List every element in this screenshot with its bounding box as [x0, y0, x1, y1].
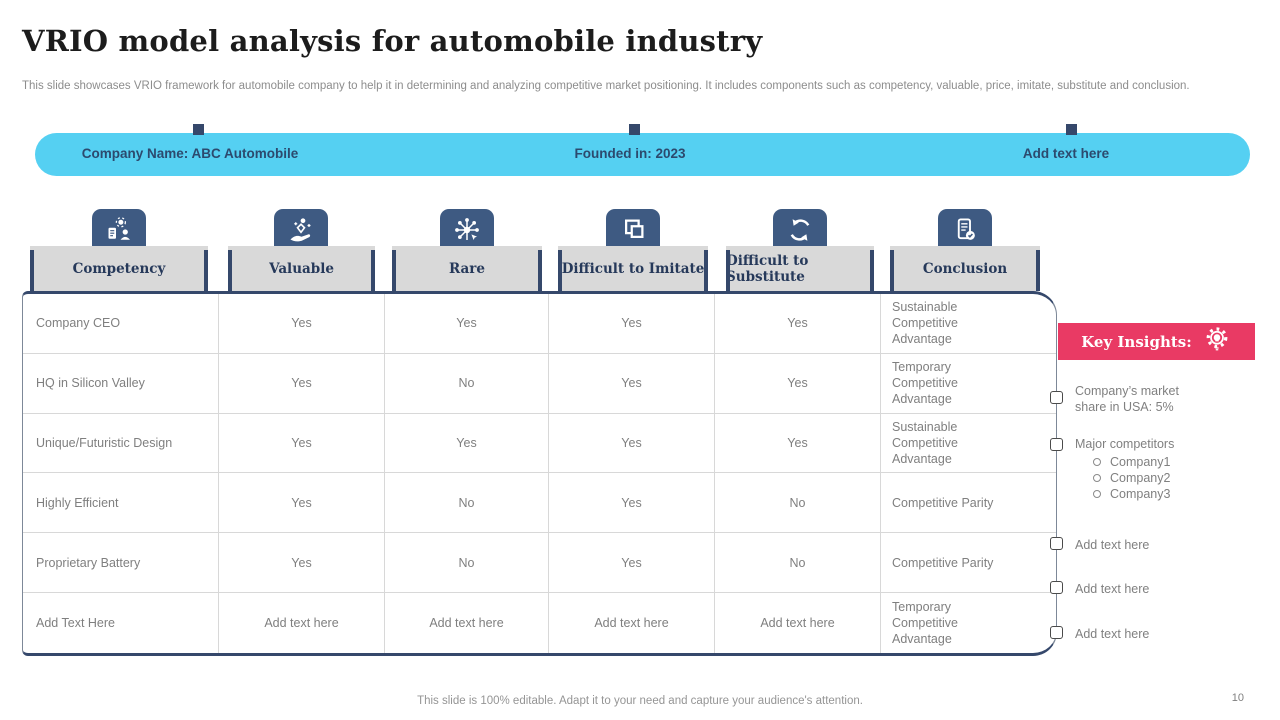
cycle-arrows-icon — [785, 215, 815, 250]
competitor-list-item: Company3 — [1093, 486, 1170, 502]
table-cell: Unique/Futuristic Design — [23, 413, 219, 474]
network-nodes-icon — [452, 215, 482, 250]
connector-handle — [1050, 438, 1063, 451]
bulb-gear-icon — [1202, 324, 1232, 359]
table-cell: Yes — [715, 353, 881, 414]
table-cell-placeholder[interactable]: Add Text Here — [23, 593, 219, 653]
table-cell-placeholder[interactable]: Add text here — [385, 593, 549, 653]
key-insights-title: Key Insights: — [1081, 332, 1192, 351]
column-header-conclusion: Conclusion — [890, 246, 1040, 291]
table-cell: No — [715, 533, 881, 594]
table-cell: Highly Efficient — [23, 473, 219, 534]
table-cell: Sustainable Competitive Advantage — [881, 414, 1056, 474]
table-cell: No — [715, 473, 881, 534]
header-label: Difficult to Substitute — [726, 252, 809, 285]
competitor-name: Company2 — [1110, 471, 1171, 485]
table-cell: Yes — [549, 533, 715, 594]
competitor-list: Company1 Company2 Company3 — [1093, 454, 1170, 502]
competitor-list-item: Company1 — [1093, 454, 1170, 470]
connector-handle — [1050, 581, 1063, 594]
connector-handle — [1050, 391, 1063, 404]
table-cell: Competitive Parity — [881, 533, 1056, 594]
circle-bullet-icon — [1093, 490, 1101, 498]
table-cell: Temporary Competitive Advantage — [881, 354, 1056, 414]
person-gear-icon — [104, 215, 134, 250]
competitor-name: Company1 — [1110, 455, 1171, 469]
company-name-label: Company Name: ABC Automobile — [81, 146, 299, 161]
table-cell-placeholder[interactable]: Add text here — [549, 593, 715, 653]
table-cell-placeholder[interactable]: Add text here — [715, 593, 881, 653]
header-label: Conclusion — [922, 260, 1008, 277]
table-cell: No — [385, 353, 549, 414]
key-insights-banner: Key Insights: — [1058, 323, 1255, 360]
column-header-difficult-to-imitate: Difficult to Imitate — [558, 246, 708, 291]
table-cell: Yes — [549, 294, 715, 354]
circle-bullet-icon — [1093, 474, 1101, 482]
table-cell: Company CEO — [23, 294, 219, 354]
table-cell: Yes — [385, 413, 549, 474]
insight-market-share: Company’s market share in USA: 5% — [1075, 384, 1179, 414]
insight-major-competitors: Major competitors — [1075, 437, 1175, 451]
table-cell: Yes — [549, 353, 715, 414]
table-cell: Yes — [549, 413, 715, 474]
header-label: Rare — [449, 260, 485, 277]
table-cell: Yes — [715, 413, 881, 474]
column-header-difficult-to-substitute: Difficult to Substitute — [726, 246, 874, 291]
circle-bullet-icon — [1093, 458, 1101, 466]
insight-add-text-placeholder[interactable]: Add text here — [1075, 538, 1150, 552]
editable-note: This slide is 100% editable. Adapt it to… — [417, 695, 863, 707]
insight-add-text-placeholder[interactable]: Add text here — [1075, 582, 1150, 596]
banner-marker — [1066, 124, 1077, 135]
founded-in-label: Founded in: 2023 — [574, 146, 686, 161]
slide-description: This slide showcases VRIO framework for … — [22, 80, 1190, 92]
insight-add-text-placeholder[interactable]: Add text here — [1075, 627, 1150, 641]
company-banner — [35, 133, 1250, 176]
connector-handle — [1050, 537, 1063, 550]
header-label: Valuable — [269, 260, 334, 277]
table-cell: Yes — [219, 294, 385, 354]
checklist-icon — [950, 215, 980, 250]
vrio-table: Company CEO Yes Yes Yes Yes Sustainable … — [22, 291, 1057, 656]
competitor-list-item: Company2 — [1093, 470, 1170, 486]
page-title: VRIO model analysis for automobile indus… — [22, 24, 763, 58]
table-cell: Temporary Competitive Advantage — [892, 600, 958, 647]
banner-marker — [629, 124, 640, 135]
table-cell: Proprietary Battery — [23, 533, 219, 594]
table-cell: Yes — [385, 294, 549, 354]
column-header-valuable: Valuable — [228, 246, 375, 291]
table-cell: Yes — [549, 473, 715, 534]
page-number: 10 — [1231, 692, 1244, 704]
copy-squares-icon — [618, 215, 648, 250]
table-cell-placeholder[interactable]: Add text here — [219, 593, 385, 653]
table-cell: No — [385, 473, 549, 534]
column-header-competency: Competency — [30, 246, 208, 291]
table-cell: Yes — [715, 294, 881, 354]
table-cell: HQ in Silicon Valley — [23, 353, 219, 414]
connector-handle — [1050, 626, 1063, 639]
banner-add-text-placeholder[interactable]: Add text here — [1022, 146, 1110, 161]
table-cell: Yes — [219, 473, 385, 534]
header-label: Competency — [72, 260, 166, 277]
banner-marker — [193, 124, 204, 135]
hand-diamond-icon — [286, 215, 316, 250]
table-cell: No — [385, 533, 549, 594]
competitor-name: Company3 — [1110, 487, 1171, 501]
header-label: Difficult to Imitate — [561, 260, 705, 277]
column-header-rare: Rare — [392, 246, 542, 291]
table-cell: Yes — [219, 533, 385, 594]
table-cell: Competitive Parity — [881, 473, 1056, 534]
table-cell: Yes — [219, 413, 385, 474]
table-cell: Sustainable Competitive Advantage — [881, 294, 1056, 354]
table-cell: Yes — [219, 353, 385, 414]
